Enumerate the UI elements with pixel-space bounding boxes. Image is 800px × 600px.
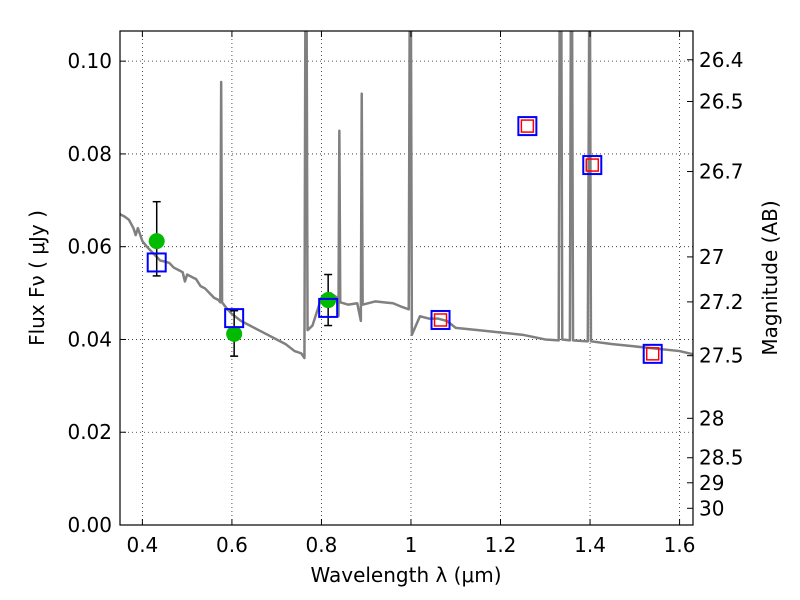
right-tick-label: 27.5	[699, 344, 744, 368]
x-tick-label: 0.8	[306, 533, 338, 557]
ticks: 0.4 0.6 0.8 1 1.2 1.4 1.6 0.00 0.02 0.04 0.06 0.08 0…	[67, 31, 744, 557]
model-photometry-point	[430, 309, 451, 330]
right-y-axis-label: Magnitude (AB)	[758, 200, 782, 355]
model-photometry-point	[318, 297, 339, 318]
right-tick-label: 29	[699, 471, 724, 495]
x-tick-label: 1.4	[574, 533, 606, 557]
marker-layer	[146, 116, 663, 364]
observed-point	[148, 233, 165, 250]
plot-area	[120, 31, 693, 360]
right-tick-label: 30	[699, 496, 724, 520]
right-tick-label: 28	[699, 406, 724, 430]
observed-point	[320, 292, 337, 309]
predicted-photometry-point	[520, 119, 535, 133]
x-tick-label: 1.6	[664, 533, 696, 557]
x-tick-label: 1	[405, 533, 418, 557]
predicted-photometry-point	[645, 347, 660, 361]
right-tick-label: 26.4	[699, 48, 744, 72]
x-tick-label: 0.4	[126, 533, 158, 557]
model-photometry-point	[146, 252, 167, 273]
x-tick-label: 1.2	[485, 533, 517, 557]
right-tick-label: 26.5	[699, 90, 744, 114]
right-tick-label: 26.7	[699, 160, 744, 184]
y-axis-label: Flux Fν ( μJy )	[25, 210, 49, 346]
right-tick-label: 27	[699, 245, 724, 269]
sed-model-line	[120, 31, 693, 360]
right-tick-label: 27.2	[699, 290, 744, 314]
x-axis-label: Wavelength λ (μm)	[310, 563, 501, 587]
y-tick-label: 0.08	[67, 142, 112, 166]
y-tick-label: 0.10	[67, 49, 112, 73]
model-photometry-point	[517, 116, 538, 137]
plot-frame	[119, 30, 694, 526]
observed-point	[226, 325, 243, 342]
model-photometry-point	[642, 343, 663, 364]
predicted-photometry-point	[585, 158, 600, 172]
x-tick-label: 0.6	[216, 533, 248, 557]
predicted-photometry-point	[433, 313, 448, 327]
y-tick-label: 0.02	[67, 420, 112, 444]
model-photometry-point	[224, 308, 245, 329]
right-tick-label: 28.5	[699, 446, 744, 470]
y-tick-label: 0.06	[67, 235, 112, 259]
grid-lines	[120, 31, 693, 526]
y-tick-label: 0.04	[67, 327, 112, 351]
model-photometry-point	[582, 155, 603, 176]
y-tick-label: 0.00	[67, 513, 112, 537]
